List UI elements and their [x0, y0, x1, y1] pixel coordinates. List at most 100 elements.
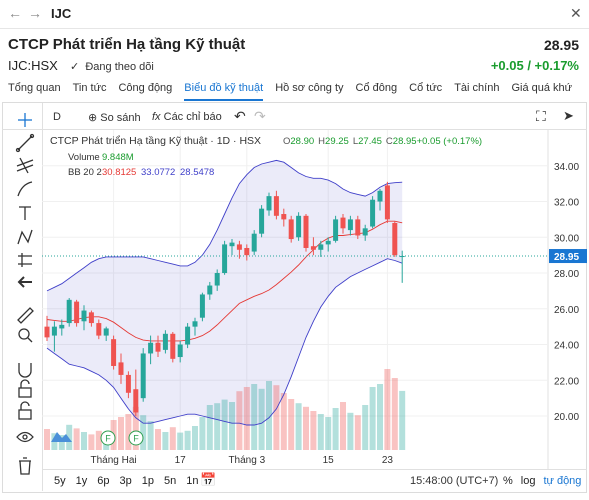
volume-bar — [229, 402, 235, 450]
tab[interactable]: Công động — [118, 82, 173, 94]
share-button[interactable]: ➤ — [563, 108, 574, 123]
range-button[interactable]: 5y — [54, 475, 66, 487]
candle-body — [133, 389, 139, 413]
candle-body — [207, 285, 213, 295]
candle-body — [377, 190, 383, 202]
tab[interactable]: Tổng quan — [8, 82, 61, 94]
lock-draw-tool[interactable] — [18, 379, 32, 398]
magnet-tool[interactable] — [18, 363, 32, 378]
candle-body — [192, 321, 198, 327]
tab[interactable]: Cổ đông — [355, 82, 398, 94]
volume-bar — [399, 390, 406, 450]
candle-body — [281, 214, 287, 220]
range-button[interactable]: 3p — [119, 475, 132, 487]
logo — [51, 432, 72, 442]
candle-body — [310, 246, 316, 250]
zoom-tool[interactable] — [18, 328, 33, 343]
range-button[interactable]: 1y — [75, 475, 88, 487]
crosshair-tool[interactable] — [18, 113, 32, 127]
tab[interactable]: Biểu đồ kỹ thuật — [184, 82, 264, 101]
forecast-tool[interactable] — [18, 253, 32, 267]
text-tool[interactable] — [19, 206, 31, 220]
tab[interactable]: Cổ tức — [409, 82, 443, 94]
scale-option[interactable]: log — [520, 475, 536, 487]
candle-body — [384, 185, 390, 220]
top-bar: ← → IJC ✕ — [0, 0, 589, 29]
range-button[interactable]: 6p — [97, 475, 110, 487]
volume-bar — [310, 411, 317, 450]
arrow-tool[interactable] — [17, 276, 32, 288]
back-button[interactable]: ← — [8, 5, 22, 21]
tabs: Tổng quan Tin tức Công động Biểu đồ kỹ thuậ… — [8, 82, 572, 101]
candle-body — [118, 362, 124, 375]
range-button[interactable]: 1p — [141, 475, 154, 487]
candle-body — [244, 247, 250, 256]
tab[interactable]: Hồ sơ công ty — [275, 82, 344, 94]
volume-bar — [288, 399, 295, 450]
bb-fill — [47, 160, 403, 425]
candle-body — [259, 208, 265, 234]
calendar-button[interactable]: 📅 — [200, 472, 217, 487]
indicators-button[interactable]: fx Các chỉ báo — [152, 111, 222, 123]
interval-button[interactable]: D — [53, 111, 61, 123]
volume-bar — [243, 387, 250, 450]
x-tick-label: 15 — [323, 455, 335, 466]
tab[interactable]: Giá quá khứ — [511, 82, 573, 94]
trendline-tool[interactable] — [15, 133, 35, 153]
volume-bar — [88, 434, 95, 450]
y-tick-label: 22.00 — [554, 376, 579, 387]
fx-icon: fx — [152, 111, 161, 123]
volume-legend-name: Volume — [68, 152, 100, 163]
divider — [42, 103, 43, 491]
compare-label: So sánh — [100, 112, 141, 124]
candle-body — [347, 219, 353, 231]
volume-bar — [236, 391, 243, 450]
follow-label: Đang theo dõi — [85, 61, 154, 73]
fullscreen-button[interactable]: ⛶ — [536, 108, 546, 124]
range-button[interactable]: 5n — [164, 475, 177, 487]
candle-body — [399, 256, 405, 258]
volume-bar — [95, 430, 102, 450]
candle-body — [318, 244, 324, 250]
bb-legend-value: 33.0772 — [141, 167, 175, 178]
scale-option[interactable]: tự động — [543, 475, 582, 487]
y-tick-label: 30.00 — [554, 233, 579, 244]
redo-button[interactable]: ↷ — [254, 108, 266, 124]
volume-bar — [303, 406, 309, 450]
tab[interactable]: Tin tức — [72, 82, 107, 94]
pattern-tool[interactable] — [17, 229, 33, 245]
scale-option[interactable]: % — [503, 475, 513, 487]
volume-bar — [325, 417, 332, 450]
volume-bar — [147, 421, 154, 450]
volume-bar — [118, 417, 124, 450]
candle-body — [355, 219, 361, 236]
bb-legend-name: BB 20 2 — [68, 167, 102, 178]
undo-button[interactable]: ↶ — [234, 108, 246, 124]
fib-tool[interactable] — [16, 157, 34, 174]
candle-body — [392, 222, 398, 256]
volume-bar — [184, 430, 191, 450]
forward-button[interactable]: → — [28, 5, 42, 21]
candle-body — [162, 333, 168, 350]
y-tick-label: 26.00 — [554, 305, 579, 316]
event-marker-label: F — [133, 434, 139, 444]
volume-bar — [384, 369, 391, 450]
tab[interactable]: Tài chính — [454, 82, 500, 94]
ruler-tool[interactable] — [17, 307, 34, 324]
candle-body — [96, 323, 102, 336]
brush-tool[interactable] — [17, 181, 33, 197]
range-button[interactable]: 1n — [186, 475, 199, 487]
candle-body — [185, 326, 191, 345]
close-button[interactable]: ✕ — [570, 5, 582, 21]
delete-tool[interactable] — [19, 457, 31, 475]
lock-tool[interactable] — [18, 401, 32, 420]
x-tick-label: 17 — [175, 455, 187, 466]
compare-button[interactable]: ⊕ So sánh — [88, 112, 141, 124]
volume-bar — [162, 432, 169, 450]
bb-line — [46, 220, 403, 342]
candle-body — [59, 324, 65, 329]
visibility-tool[interactable] — [16, 431, 34, 443]
candle-body — [44, 326, 50, 338]
follow-button[interactable]: ✓ Đang theo dõi — [70, 61, 154, 73]
